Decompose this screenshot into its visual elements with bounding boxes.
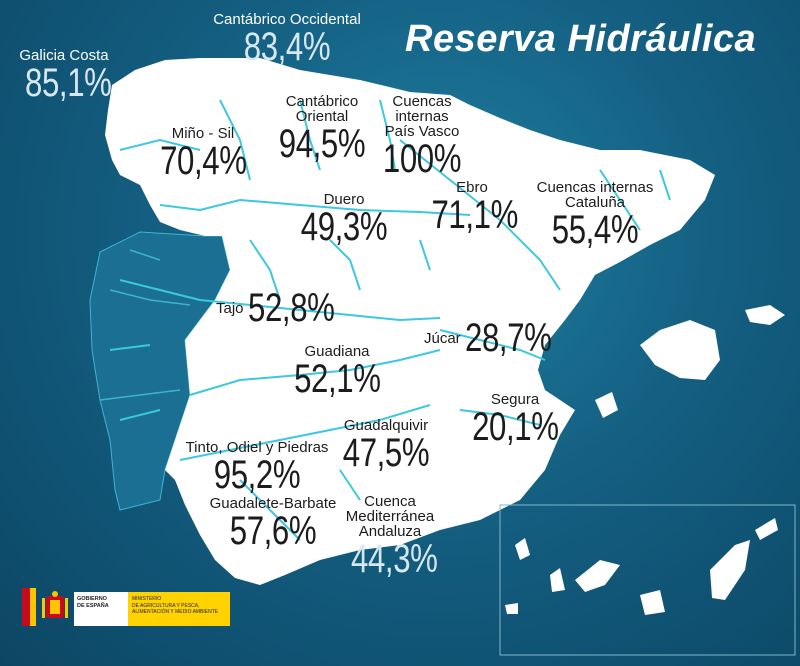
region-value: 55,4% — [551, 208, 639, 252]
region-value: 70,4% — [160, 139, 247, 183]
rivers — [109, 99, 671, 541]
region-name: Cantábrico Oriental — [285, 93, 359, 125]
region-duero: Duero 49,3% — [284, 192, 404, 247]
region-name: Ebro — [456, 179, 488, 196]
region-value: 49,3% — [300, 205, 388, 249]
region-galicia-costa: Galicia Costa 85,1% — [14, 48, 114, 103]
region-name: Cuenca Mediterránea Andaluza — [345, 493, 435, 540]
region-name: Cuencas internas Cataluña — [536, 179, 654, 211]
mallorca-shape — [640, 320, 720, 380]
region-tinto-odiel-piedras: Tinto, Odiel y Piedras 95,2% — [172, 440, 342, 495]
region-name: Tinto, Odiel y Piedras — [185, 439, 329, 456]
region-guadalete-barbate: Guadalete-Barbate 57,6% — [198, 496, 348, 551]
region-value: 52,1% — [294, 357, 381, 401]
region-jucar: Júcar 28,7% — [424, 318, 584, 358]
region-value: 83,4% — [243, 25, 331, 69]
region-cantabrico-oriental: Cantábrico Oriental 94,5% — [262, 94, 382, 164]
region-name: Segura — [490, 391, 540, 408]
ibiza-shape — [595, 392, 618, 418]
region-name: Guadalete-Barbate — [209, 495, 337, 512]
portugal-rivers — [99, 249, 191, 401]
canary-islands-shape — [505, 518, 778, 615]
spain-mainland-shape — [105, 58, 715, 585]
region-mino-sil: Miño - Sil 70,4% — [148, 126, 258, 181]
region-name: Guadiana — [304, 343, 370, 360]
region-value: 52,8% — [247, 286, 335, 330]
region-name: Júcar — [424, 329, 461, 347]
coat-of-arms-icon — [42, 591, 68, 618]
region-tajo: Tajo 52,8% — [216, 288, 376, 328]
flag-red-stripe — [22, 588, 30, 626]
region-cuenca-mediterranea-andaluza: Cuenca Mediterránea Andaluza 44,3% — [340, 494, 440, 579]
region-name: Cuencas internas País Vasco — [384, 93, 460, 140]
region-cuencas-internas-cataluna: Cuencas internas Cataluña 55,4% — [524, 180, 666, 250]
region-segura: Segura 20,1% — [460, 392, 570, 447]
region-value: 100% — [382, 137, 462, 181]
ministry-logo: GOBIERNO DE ESPAÑA MINISTERIO DE AGRICUL… — [22, 588, 230, 626]
region-name: Galicia Costa — [19, 47, 109, 64]
region-value: 57,6% — [229, 509, 317, 553]
region-value: 44,3% — [351, 537, 438, 581]
region-value: 20,1% — [472, 405, 559, 449]
region-ebro: Ebro 71,1% — [420, 180, 524, 235]
region-value: 47,5% — [342, 431, 430, 475]
region-value: 95,2% — [213, 453, 301, 497]
region-value: 28,7% — [465, 316, 552, 360]
region-value: 94,5% — [278, 122, 366, 166]
region-value: 71,1% — [431, 193, 518, 237]
region-value: 85,1% — [25, 61, 112, 105]
region-name: Duero — [323, 191, 365, 208]
page-title: Reserva Hidráulica — [405, 18, 757, 60]
region-guadiana: Guadiana 52,1% — [282, 344, 392, 399]
region-name: Guadalquivir — [343, 417, 429, 434]
region-cuencas-internas-pais-vasco: Cuencas internas País Vasco 100% — [370, 94, 474, 179]
ministerio-label: MINISTERIO DE AGRICULTURA Y PESCA, ALIME… — [128, 592, 230, 626]
flag-yellow-stripe — [30, 588, 36, 626]
region-guadalquivir: Guadalquivir 47,5% — [326, 418, 446, 473]
gobierno-label: GOBIERNO DE ESPAÑA — [74, 592, 128, 626]
canary-inset-frame — [499, 504, 796, 656]
region-name: Tajo — [216, 299, 244, 317]
region-name: Cantábrico Occidental — [213, 11, 361, 28]
region-name: Miño - Sil — [171, 125, 235, 142]
menorca-shape — [745, 305, 785, 325]
region-cantabrico-occidental: Cantábrico Occidental 83,4% — [198, 12, 376, 67]
